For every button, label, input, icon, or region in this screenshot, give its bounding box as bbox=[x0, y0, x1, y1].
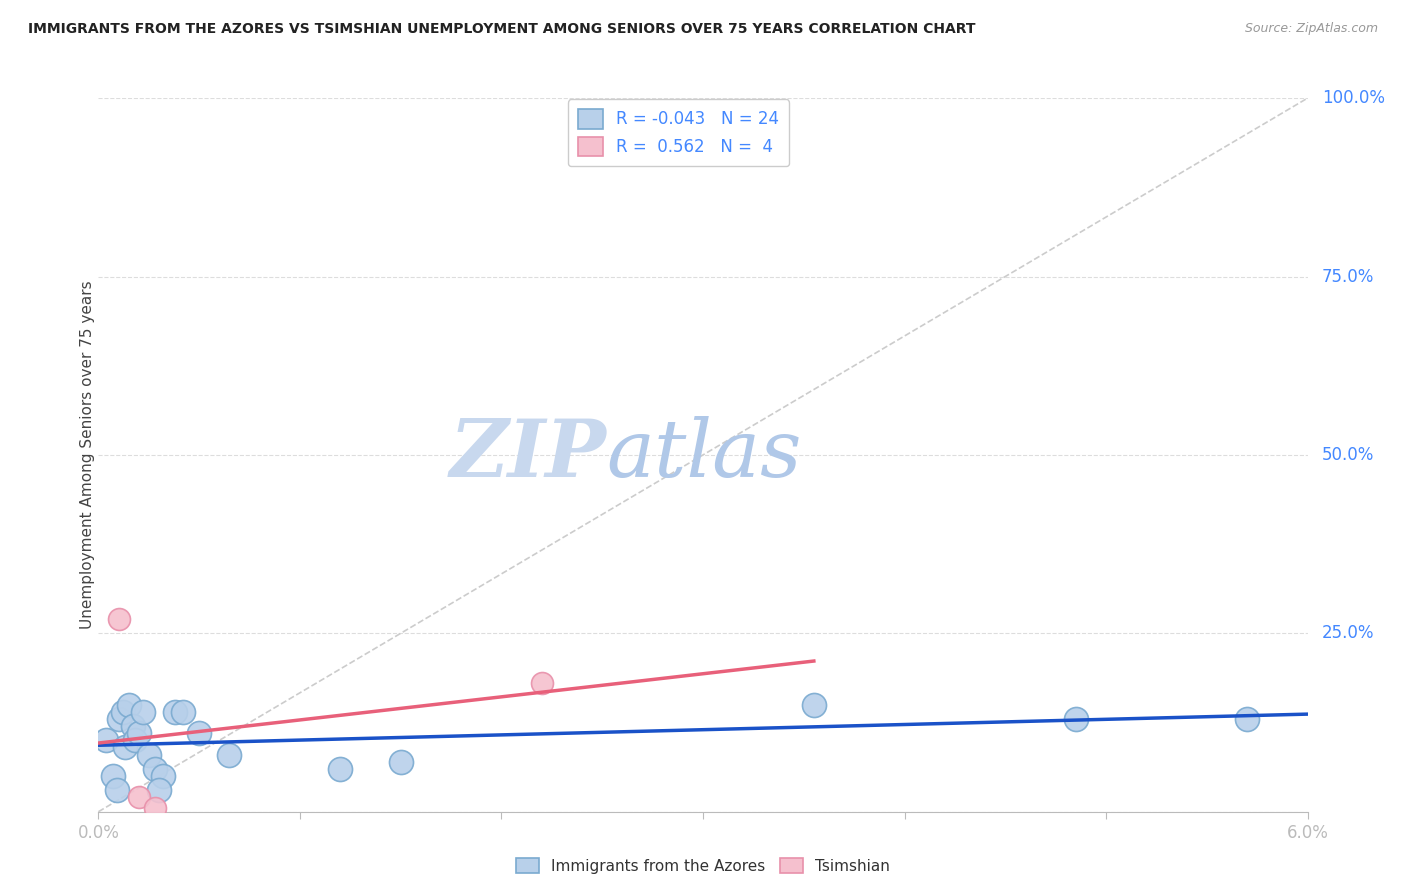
Text: IMMIGRANTS FROM THE AZORES VS TSIMSHIAN UNEMPLOYMENT AMONG SENIORS OVER 75 YEARS: IMMIGRANTS FROM THE AZORES VS TSIMSHIAN … bbox=[28, 22, 976, 37]
Point bbox=[121, 719, 143, 733]
Y-axis label: Unemployment Among Seniors over 75 years: Unemployment Among Seniors over 75 years bbox=[80, 281, 94, 629]
Point bbox=[389, 755, 412, 769]
Point bbox=[530, 676, 553, 690]
Text: ZIP: ZIP bbox=[450, 417, 606, 493]
Text: 25.0%: 25.0% bbox=[1322, 624, 1375, 642]
Text: 100.0%: 100.0% bbox=[1322, 89, 1385, 107]
Text: Source: ZipAtlas.com: Source: ZipAtlas.com bbox=[1244, 22, 1378, 36]
Text: atlas: atlas bbox=[606, 417, 801, 493]
Point bbox=[143, 801, 166, 815]
Point bbox=[105, 783, 128, 797]
Point bbox=[138, 747, 160, 762]
Point bbox=[152, 769, 174, 783]
Point bbox=[803, 698, 825, 712]
Point bbox=[163, 705, 186, 719]
Point bbox=[218, 747, 240, 762]
Point bbox=[118, 698, 141, 712]
Legend: Immigrants from the Azores, Tsimshian: Immigrants from the Azores, Tsimshian bbox=[509, 852, 897, 880]
Point bbox=[101, 769, 124, 783]
Text: 50.0%: 50.0% bbox=[1322, 446, 1375, 464]
Point bbox=[96, 733, 118, 747]
Point bbox=[111, 705, 134, 719]
Point bbox=[128, 726, 150, 740]
Point bbox=[1236, 712, 1258, 726]
Legend: R = -0.043   N = 24, R =  0.562   N =  4: R = -0.043 N = 24, R = 0.562 N = 4 bbox=[568, 99, 790, 166]
Point bbox=[128, 790, 150, 805]
Point bbox=[132, 705, 155, 719]
Text: 75.0%: 75.0% bbox=[1322, 268, 1375, 285]
Point bbox=[124, 733, 146, 747]
Point bbox=[329, 762, 352, 776]
Point bbox=[143, 762, 166, 776]
Point bbox=[1064, 712, 1087, 726]
Point bbox=[172, 705, 194, 719]
Point bbox=[148, 783, 170, 797]
Point bbox=[107, 612, 129, 626]
Point bbox=[114, 740, 136, 755]
Point bbox=[188, 726, 211, 740]
Point bbox=[107, 712, 129, 726]
